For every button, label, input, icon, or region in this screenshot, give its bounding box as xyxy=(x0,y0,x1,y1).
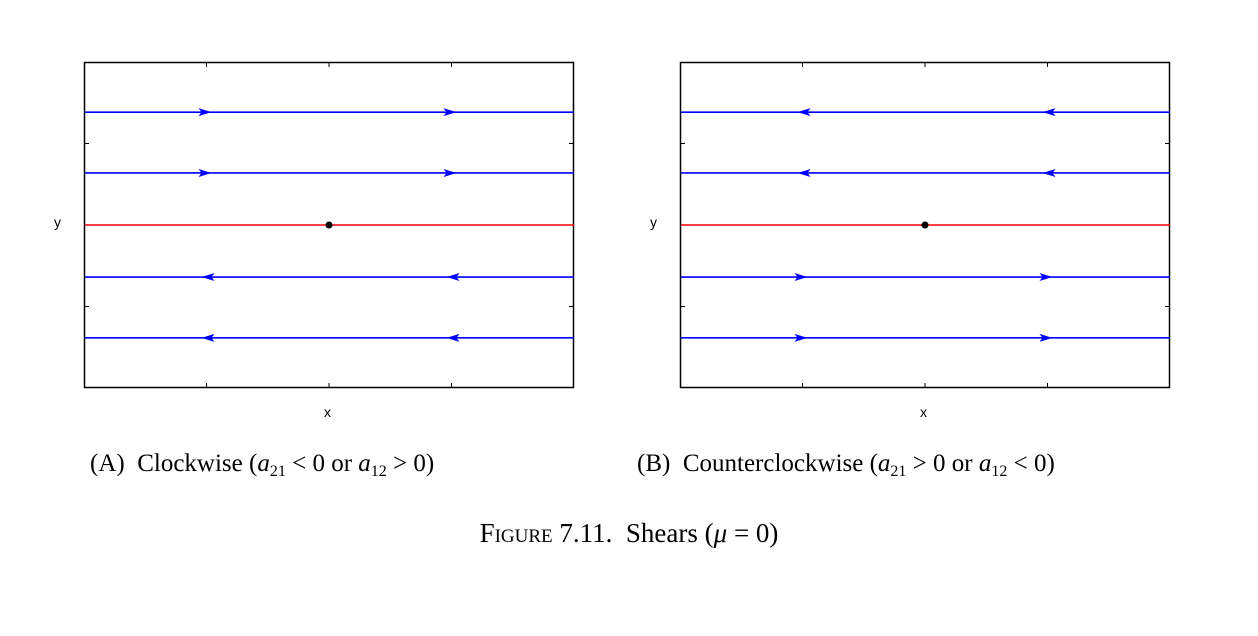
equilibrium-point-a xyxy=(325,221,333,229)
arrow-b-1-1 xyxy=(1042,168,1056,177)
plot-panel-a xyxy=(83,61,575,389)
subcaption-b-join: or xyxy=(951,450,973,477)
arrow-b-0-0 xyxy=(797,108,811,117)
subcaption-a-var2: a xyxy=(358,450,371,477)
arrow-b-1-0 xyxy=(797,168,811,177)
equilibrium-point-b xyxy=(921,221,929,229)
subcaption-a-join: or xyxy=(331,450,353,477)
subcaption-b-var2: a xyxy=(978,450,992,477)
arrow-b-4-0 xyxy=(794,333,808,342)
subcaption-a: (A) Clockwise (a21 < 0 or a12 > 0) xyxy=(90,450,435,480)
subcaption-b-rel2: < 0 xyxy=(1013,450,1047,477)
arrow-b-4-1 xyxy=(1039,333,1053,342)
arrow-a-4-1 xyxy=(446,333,460,342)
arrow-a-3-0 xyxy=(201,273,215,282)
x-axis-label-a: x xyxy=(324,404,331,420)
subcaption-b-sub1: 21 xyxy=(890,463,907,480)
subcaption-a-var1: a xyxy=(257,450,270,477)
subcaption-b: (B) Counterclockwise (a21 > 0 or a12 < 0… xyxy=(637,450,1055,480)
subcaption-b-rel1: > 0 xyxy=(912,450,946,477)
phase-portrait-a xyxy=(83,61,575,389)
subcaption-b-sub2: 12 xyxy=(991,463,1008,480)
arrow-b-3-0 xyxy=(794,273,808,282)
arrow-a-1-1 xyxy=(443,168,457,177)
figure-caption: Figure 7.11. Shears (μ = 0) xyxy=(479,518,779,548)
subcaption-a-rel2: > 0 xyxy=(393,450,426,477)
plot-panel-b xyxy=(679,61,1171,389)
arrow-a-1-0 xyxy=(198,168,212,177)
subcaption-a-rel1: < 0 xyxy=(292,450,325,477)
figure-param: μ xyxy=(713,518,728,548)
subcaption-a-title: Clockwise xyxy=(137,450,243,477)
arrow-b-0-1 xyxy=(1042,108,1056,117)
arrow-a-0-1 xyxy=(443,108,457,117)
subcaption-b-var1: a xyxy=(877,450,891,477)
arrow-a-3-1 xyxy=(446,273,460,282)
arrow-a-0-0 xyxy=(198,108,212,117)
subcaption-a-sub2: 12 xyxy=(370,463,387,480)
y-axis-label-a: y xyxy=(54,214,61,230)
subcaption-a-sub1: 21 xyxy=(269,463,286,480)
arrow-b-3-1 xyxy=(1039,273,1053,282)
arrow-a-4-0 xyxy=(201,333,215,342)
figure-title: Shears xyxy=(625,518,698,548)
subcaption-b-title: Counterclockwise xyxy=(682,450,864,477)
y-axis-label-b: y xyxy=(650,214,657,230)
figure-param-value: = 0 xyxy=(733,518,770,548)
subcaption-b-label: (B) xyxy=(637,450,671,477)
subcaption-a-label: (A) xyxy=(90,450,125,477)
x-axis-label-b: x xyxy=(920,404,927,420)
figure-label: Figure 7.11. xyxy=(479,518,613,548)
phase-portrait-b xyxy=(679,61,1171,389)
